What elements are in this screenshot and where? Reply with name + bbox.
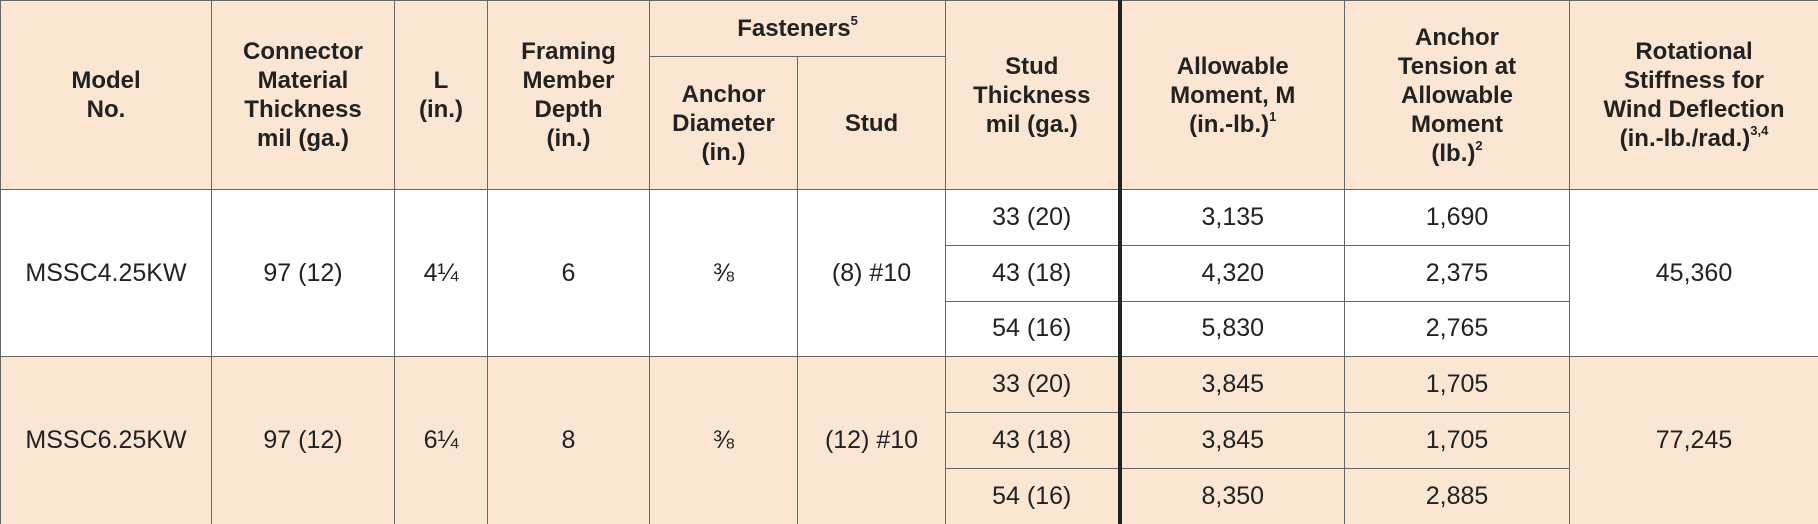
header-row: Anchor Diameter (in.) Stud	[1, 56, 1818, 190]
cell: (8) #10	[797, 188, 946, 358]
cell: 3,845	[1119, 412, 1345, 469]
table-row: MSSC6.25KW 97 (12) 6¼ 8 ⅜ (12) #10 33 (20) 3,84…	[0, 356, 1818, 524]
cell: 1,690	[1344, 189, 1570, 246]
header-cell: Stud	[797, 56, 946, 190]
cell: 8,350	[1119, 467, 1345, 524]
header-cell: Rotational Stiffness for Wind Deflection…	[1569, 0, 1818, 190]
footnote-ref: 1	[1269, 108, 1277, 124]
cell: 97 (12)	[211, 356, 395, 524]
cell: 77,245	[1569, 356, 1818, 524]
header-cell: Fasteners5	[649, 0, 946, 57]
table-row: 43 (18) 3,845 1,705	[1, 412, 1818, 469]
cell: ⅜	[649, 356, 798, 524]
header-cell: L (in.)	[394, 0, 488, 190]
cell: 2,765	[1344, 300, 1570, 358]
cell: 43 (18)	[945, 244, 1122, 302]
table-row: 54 (16) 5,830 2,765	[1, 300, 1818, 358]
cell: ⅜	[649, 188, 798, 358]
cell: 54 (16)	[945, 467, 1122, 524]
cell: 45,360	[1569, 188, 1818, 358]
cell: 97 (12)	[211, 188, 395, 358]
table-row: 43 (18) 4,320 2,375	[1, 244, 1818, 302]
cell: 5,830	[1119, 300, 1345, 358]
cell: 1,705	[1344, 356, 1570, 414]
cell: 3,845	[1119, 356, 1345, 414]
header-text: Rotational Stiffness for Wind Deflection…	[1603, 38, 1785, 152]
cell: 8	[487, 356, 650, 524]
cell: 33 (20)	[945, 189, 1122, 246]
header-cell: Model No.	[0, 0, 212, 190]
table-body: MSSC4.25KW 97 (12) 4¼ 6 ⅜ (8) #10 33 (20) 3,135…	[0, 188, 1818, 524]
table-header: Model No. Connector Material Thickness mi…	[0, 0, 1818, 190]
table-row: MSSC4.25KW 97 (12) 4¼ 6 ⅜ (8) #10 33 (20) 3,135…	[0, 188, 1818, 358]
cell: 54 (16)	[945, 300, 1122, 358]
cell: (12) #10	[797, 356, 946, 524]
cell: 2,885	[1344, 467, 1570, 524]
cell: 6¼	[394, 356, 488, 524]
cell: MSSC4.25KW	[0, 188, 212, 358]
cell: 4,320	[1119, 244, 1345, 302]
header-text: Anchor Tension at Allowable Moment (lb.)	[1397, 23, 1517, 167]
cell: 1,705	[1344, 412, 1570, 469]
cell: 33 (20)	[945, 356, 1122, 414]
header-cell: Stud Thickness mil (ga.)	[945, 0, 1122, 190]
cell: 2,375	[1344, 244, 1570, 302]
header-cell: Anchor Diameter (in.)	[649, 56, 798, 190]
header-text: Allowable Moment, M (in.-lb.)	[1170, 52, 1296, 138]
footnote-ref: 3,4	[1750, 123, 1769, 138]
header-cell: Connector Material Thickness mil (ga.)	[211, 0, 395, 190]
header-row: Model No. Connector Material Thickness mi…	[0, 0, 1818, 190]
cell: 3,135	[1119, 189, 1345, 246]
header-cell: Anchor Tension at Allowable Moment (lb.)…	[1344, 0, 1570, 190]
header-cell: Allowable Moment, M (in.-lb.)1	[1119, 0, 1345, 190]
header-text: Fasteners	[737, 15, 851, 42]
footnote-ref: 5	[850, 13, 858, 28]
cell: 6	[487, 188, 650, 358]
cell: 43 (18)	[945, 412, 1122, 469]
cell: MSSC6.25KW	[0, 356, 212, 524]
footnote-ref: 2	[1475, 137, 1483, 153]
cell: 4¼	[394, 188, 488, 358]
table-row: 54 (16) 8,350 2,885	[1, 467, 1818, 524]
header-cell: Framing Member Depth (in.)	[487, 0, 650, 190]
